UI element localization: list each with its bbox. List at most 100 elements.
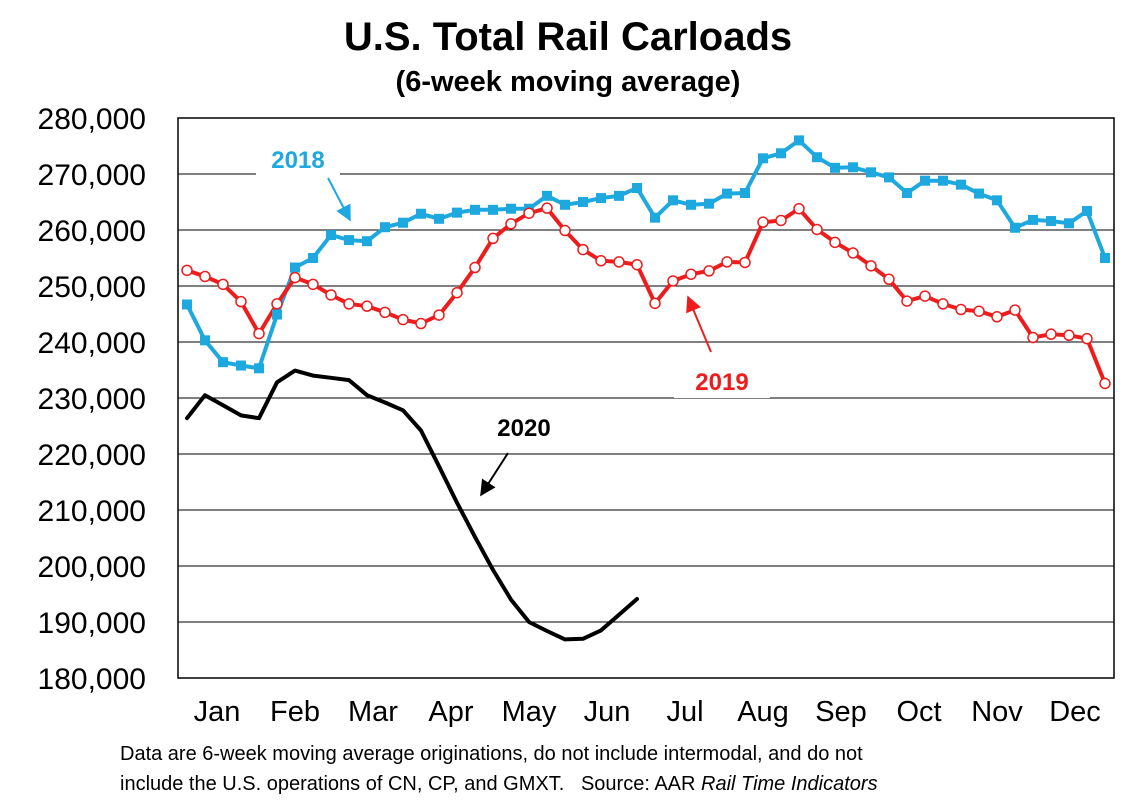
point-2019 [397,313,409,326]
point-2018 [542,190,552,201]
point-2018 [506,203,516,214]
point-2019 [595,255,607,267]
footnote-line-2: include the U.S. operations of CN, CP, a… [120,773,878,796]
point-2019 [379,306,391,319]
x-tick-label: Mar [348,696,398,728]
label-2020: 2020 [497,415,550,442]
x-tick-label: Jun [584,696,631,728]
point-2019 [649,297,661,310]
point-2018 [596,193,606,204]
point-2019 [955,303,967,316]
point-2019 [937,298,949,310]
point-2018 [416,208,426,219]
point-2019 [775,214,787,227]
point-2018 [848,162,858,173]
point-2018 [1046,216,1056,227]
point-2018 [992,195,1002,206]
footnote-line-2-text: include the U.S. operations of CN, CP, a… [120,773,702,795]
x-tick-label: May [502,696,557,728]
y-tick-label: 200,000 [38,551,146,584]
point-2019 [235,295,247,308]
point-2019 [523,207,535,219]
point-2019 [541,202,553,214]
point-2018 [470,204,480,215]
point-2018 [614,190,624,201]
y-tick-label: 240,000 [38,327,146,360]
y-tick-label: 260,000 [38,215,146,248]
point-2019 [667,275,679,287]
point-2019 [577,243,589,256]
point-2018 [488,204,498,215]
y-tick-label: 230,000 [38,383,146,416]
y-tick-label: 220,000 [38,439,146,472]
point-2019 [559,224,571,237]
y-tick-label: 250,000 [38,271,146,304]
x-tick-label: Nov [971,696,1023,728]
point-2018 [290,262,300,273]
point-2019 [1009,304,1021,316]
point-2019 [1099,377,1111,390]
point-2018 [794,135,804,146]
point-2018 [956,179,966,190]
point-2018 [884,172,894,183]
point-2019 [973,305,985,317]
point-2019 [433,309,445,321]
point-2018 [866,167,876,178]
point-2018 [740,188,750,199]
point-2018 [362,236,372,247]
point-2018 [650,212,660,223]
point-2019 [901,295,913,307]
x-tick-label: Dec [1049,696,1101,728]
point-2018 [1010,222,1020,233]
point-2018 [578,197,588,207]
point-2018 [938,175,948,186]
y-tick-label: 190,000 [38,607,146,640]
point-2019 [307,278,319,291]
point-2019 [919,290,931,302]
point-2018 [1064,218,1074,229]
point-2019 [415,317,427,330]
y-axis: 180,000 190,000 200,000 210,000 220,000 230,0… [38,103,146,696]
point-2019 [883,273,895,286]
point-2019 [1063,329,1075,342]
x-tick-label: Feb [270,696,320,728]
x-tick-label: Jan [194,696,241,728]
y-tick-label: 210,000 [38,495,146,528]
point-2019 [793,202,805,215]
point-2019 [1045,328,1057,340]
point-2018 [218,357,228,368]
series-line-2018 [185,138,1107,371]
arrow-2019 [686,295,712,353]
point-2018 [974,188,984,199]
point-2019 [613,256,625,268]
point-2019 [199,270,211,283]
x-tick-label: Aug [737,696,789,728]
point-2018 [254,363,264,374]
point-2018 [902,188,912,199]
point-2018 [1082,205,1092,216]
label-2018: 2018 [271,147,324,174]
point-2018 [398,217,408,228]
point-2018 [758,153,768,164]
annotation-2018: 2018 [256,141,351,222]
point-2019 [829,236,841,249]
point-2019 [1027,331,1039,344]
point-2019 [739,256,751,269]
gridlines [178,173,1114,623]
point-2019 [361,300,373,312]
label-bg-2018 [256,141,340,177]
label-2019: 2019 [695,369,748,396]
point-2018 [380,222,390,233]
footnote-source-italic: Rail Time Indicators [701,773,878,795]
point-2019 [181,264,193,277]
point-2018 [434,213,444,224]
point-2019 [847,247,859,259]
y-tick-label: 180,000 [38,663,146,696]
point-2019 [289,271,301,284]
point-2018 [722,188,732,199]
series-line-2019 [185,206,1107,386]
point-2018 [200,335,210,346]
series-markers [181,135,1111,390]
point-2019 [253,327,265,340]
x-tick-label: Apr [428,696,473,728]
